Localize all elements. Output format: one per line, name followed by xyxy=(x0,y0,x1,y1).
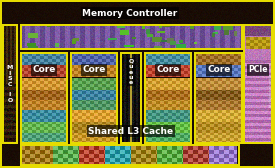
Text: Q
u
e
u
e: Q u e u e xyxy=(128,59,134,85)
Text: Core: Core xyxy=(32,66,56,74)
Text: Memory Controller: Memory Controller xyxy=(82,9,178,17)
Text: Core: Core xyxy=(207,66,231,74)
Text: Core: Core xyxy=(82,66,106,74)
Text: Shared L3 Cache: Shared L3 Cache xyxy=(89,127,174,136)
Text: Core: Core xyxy=(156,66,180,74)
Text: M
I
S
C
 
I
O: M I S C I O xyxy=(7,65,13,103)
Text: PCIe: PCIe xyxy=(248,66,268,74)
Text: techprobehome.com/: techprobehome.com/ xyxy=(269,61,273,107)
